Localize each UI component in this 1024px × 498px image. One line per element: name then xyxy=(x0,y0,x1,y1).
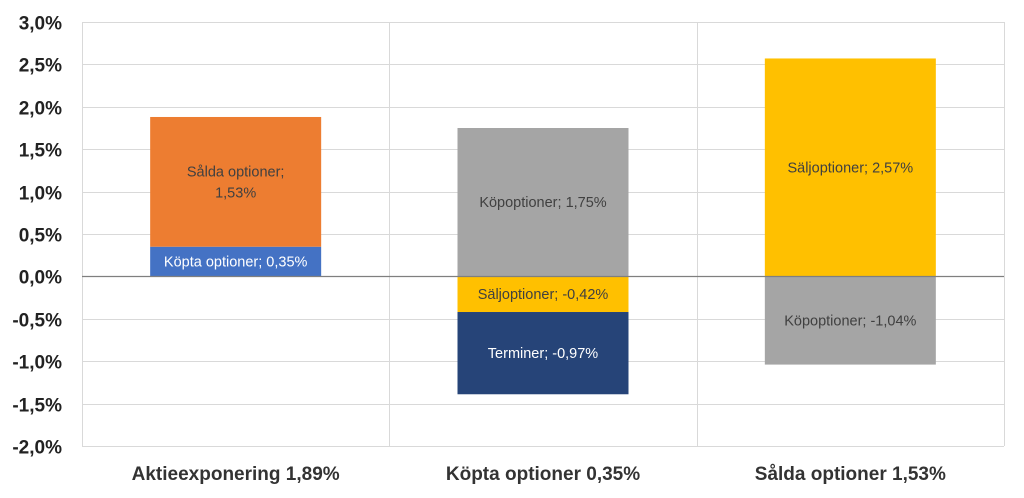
data-label: Säljoptioner; 2,57% xyxy=(787,160,913,176)
bar-segment xyxy=(764,58,936,277)
category-label: Sålda optioner 1,53% xyxy=(755,464,946,485)
y-axis-ticks: -2,0% -1,5% -1,0% -0,5% 0,0% 0,5% 1,0% 1,5% 2,0%… xyxy=(12,14,1004,459)
bar-segment xyxy=(764,276,936,365)
y-tick-label: -2,0% xyxy=(12,438,62,459)
y-tick-label: 3,0% xyxy=(19,14,62,35)
bar-segment xyxy=(150,246,322,277)
category-axis: Aktieexponering 1,89% Köpta optioner 0,35… xyxy=(132,464,946,485)
y-tick-label: 1,5% xyxy=(19,141,62,162)
bar-segment xyxy=(457,276,629,313)
y-tick-label: -0,5% xyxy=(12,311,62,332)
y-tick-label: -1,5% xyxy=(12,396,62,417)
data-label: Köpta optioner; 0,35% xyxy=(164,255,308,271)
data-label: Köpoptioner; -1,04% xyxy=(784,313,916,329)
data-label: Terminer; -0,97% xyxy=(488,346,599,362)
y-tick-label: 1,0% xyxy=(19,184,62,205)
data-label: Sålda optioner; 1,53% xyxy=(187,164,285,201)
bar-segments xyxy=(150,58,936,395)
bar-segment xyxy=(150,116,322,247)
y-tick-label: 2,5% xyxy=(19,56,62,77)
data-labels: Köpta optioner; 0,35% Sålda optioner; 1,53… xyxy=(164,160,917,362)
data-label: Köpoptioner; 1,75% xyxy=(479,195,606,211)
category-label: Köpta optioner 0,35% xyxy=(446,464,640,485)
y-tick-label: 0,5% xyxy=(19,226,62,247)
bar-segment xyxy=(457,312,629,395)
y-tick-label: 0,0% xyxy=(19,268,62,289)
bar-segment xyxy=(457,128,629,277)
data-label: Säljoptioner; -0,42% xyxy=(478,287,609,303)
category-label: Aktieexponering 1,89% xyxy=(132,464,340,485)
y-tick-label: -1,0% xyxy=(12,353,62,374)
y-tick-label: 2,0% xyxy=(19,99,62,120)
